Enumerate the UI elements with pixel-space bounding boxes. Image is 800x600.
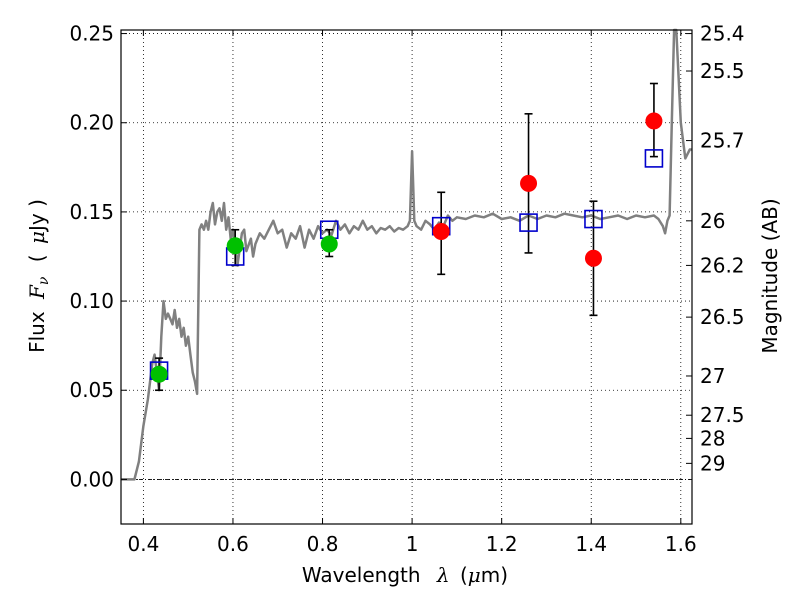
y-tick-label: 0.20 (69, 111, 114, 135)
y2-tick-label: 27.5 (700, 403, 745, 427)
y-axis-label-unit-mu: μ (25, 231, 49, 244)
y-axis-label-unit-open: ( (25, 254, 49, 262)
y2-tick-label: 29 (700, 451, 725, 475)
axes-frame (120, 29, 693, 525)
x-tick-label: 1.2 (486, 532, 518, 556)
y2-tick-label: 28 (700, 426, 725, 450)
x-tick-label: 0.4 (127, 532, 159, 556)
y2-tick-label: 26 (700, 209, 725, 233)
x-axis-label-unit-rest: m) (481, 563, 508, 587)
x-axis-label: Wavelength λ (μm) (302, 563, 508, 587)
observed-flux-circle-marker (432, 223, 450, 241)
x-axis-label-unit-mu: μ (468, 563, 481, 587)
observed-flux-circle-marker (520, 174, 538, 192)
observed-flux-circle-marker (150, 365, 168, 383)
y-axis-label-unit-rest: Jy ) (25, 199, 49, 233)
x-tick-label: 1 (406, 532, 419, 556)
x-axis-label-unit-open: ( (460, 563, 468, 587)
y-tick-label: 0.15 (69, 200, 114, 224)
x-axis-label-text: Wavelength (302, 563, 421, 587)
y2-tick-label: 25.4 (700, 22, 745, 46)
y-axis-label: Flux Fν ( μJy ) (25, 199, 53, 353)
y2-tick-label: 26.5 (700, 305, 745, 329)
observed-flux-circle-marker (584, 249, 602, 267)
y2-tick-label: 26.2 (700, 253, 745, 277)
x-tick-label: 0.8 (307, 532, 339, 556)
model-flux-square-marker (584, 209, 603, 229)
x-tick-label: 0.6 (217, 532, 249, 556)
y-axis-label-symbol: F (25, 284, 49, 300)
x-axis-ticks: 0.4 0.6 0.8 1 1.2 1.4 1.6 (127, 30, 697, 556)
y-axis-label-text: Flux (25, 311, 49, 353)
model-flux-square-marker (644, 149, 664, 168)
observed-flux-circle-marker (645, 112, 663, 130)
y2-tick-label: 25.5 (700, 59, 745, 83)
y-tick-label: 0.00 (69, 467, 114, 491)
observed-flux-circle-marker (226, 237, 244, 255)
y-tick-label: 0.05 (69, 378, 114, 402)
grid-lines (121, 30, 692, 524)
y-axis-ticks: 0.00 0.05 0.10 0.15 0.20 0.25 (69, 22, 127, 491)
y2-tick-label: 27 (700, 364, 725, 388)
y-tick-label: 0.10 (69, 289, 114, 313)
x-tick-label: 1.4 (575, 532, 607, 556)
model-flux-square-marker (519, 213, 538, 232)
y2-axis-label: Magnitude (AB) (758, 198, 782, 353)
y-axis-label-subscript: ν (36, 276, 52, 285)
model-spectrum-line (121, 28, 692, 481)
x-tick-label: 1.6 (665, 532, 697, 556)
x-axis-label-symbol: λ (436, 563, 450, 587)
plot-area (121, 28, 692, 481)
y-tick-label: 0.25 (69, 22, 114, 46)
observed-flux-circle-marker (320, 235, 338, 253)
y2-tick-label: 25.7 (700, 129, 745, 153)
